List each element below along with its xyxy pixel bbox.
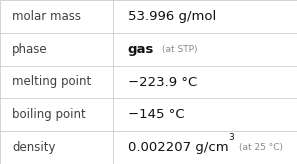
- Text: (at STP): (at STP): [162, 45, 197, 54]
- Text: −223.9 °C: −223.9 °C: [128, 75, 197, 89]
- Text: density: density: [12, 141, 55, 154]
- Text: melting point: melting point: [12, 75, 91, 89]
- Text: gas: gas: [128, 43, 154, 56]
- Text: −145 °C: −145 °C: [128, 108, 184, 121]
- Text: 0.002207 g/cm: 0.002207 g/cm: [128, 141, 228, 154]
- Text: molar mass: molar mass: [12, 10, 81, 23]
- Text: boiling point: boiling point: [12, 108, 86, 121]
- Text: 53.996 g/mol: 53.996 g/mol: [128, 10, 216, 23]
- Text: phase: phase: [12, 43, 48, 56]
- Text: (at 25 °C): (at 25 °C): [238, 143, 282, 152]
- Text: 3: 3: [228, 133, 234, 142]
